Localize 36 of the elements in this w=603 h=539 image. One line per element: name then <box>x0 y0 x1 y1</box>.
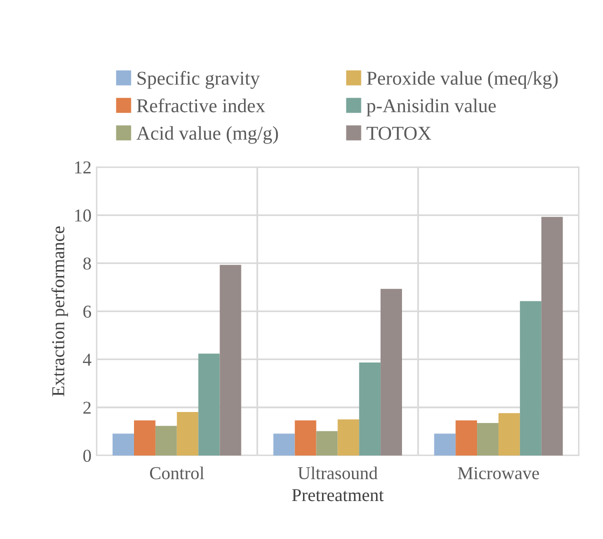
bar <box>380 288 402 456</box>
bar <box>338 419 360 456</box>
bar <box>456 420 478 456</box>
y-tick-label: 8 <box>83 257 91 270</box>
y-tick-label: 12 <box>75 161 91 174</box>
y-tick-label: 10 <box>75 209 91 222</box>
y-tick-label: 6 <box>83 306 92 318</box>
x-tick-label: Control <box>150 466 204 480</box>
bar <box>434 434 456 456</box>
y-tick-label: 4 <box>82 354 92 366</box>
legend-label: Specific gravity <box>138 70 260 89</box>
bar <box>273 434 295 456</box>
bar <box>359 362 381 456</box>
legend-label: Refractive index <box>136 98 266 112</box>
bar <box>294 420 316 456</box>
y-tick-label: 2 <box>83 402 91 414</box>
x-axis-title: Pretreatment <box>292 489 384 502</box>
bar <box>198 354 220 456</box>
x-tick-label: Microwave <box>458 467 539 480</box>
bar <box>134 420 156 456</box>
legend-label: Acid value (mg/g) <box>136 126 278 144</box>
bar <box>176 412 198 456</box>
legend-label: p-Anisidin value <box>366 98 496 116</box>
bar <box>477 423 498 456</box>
bar <box>498 413 520 456</box>
x-tick-label: Ultrasound <box>298 466 378 480</box>
bar <box>220 264 242 456</box>
legend-label: Peroxide value (meq/kg) <box>366 71 558 89</box>
bar <box>541 216 563 456</box>
y-axis-title: Extraction performance <box>51 226 68 396</box>
bar <box>155 426 177 456</box>
legend-label: TOTOX <box>366 126 432 140</box>
bar <box>520 301 542 456</box>
y-tick-label: 0 <box>83 450 91 462</box>
bar <box>112 434 134 456</box>
bar <box>316 431 338 456</box>
